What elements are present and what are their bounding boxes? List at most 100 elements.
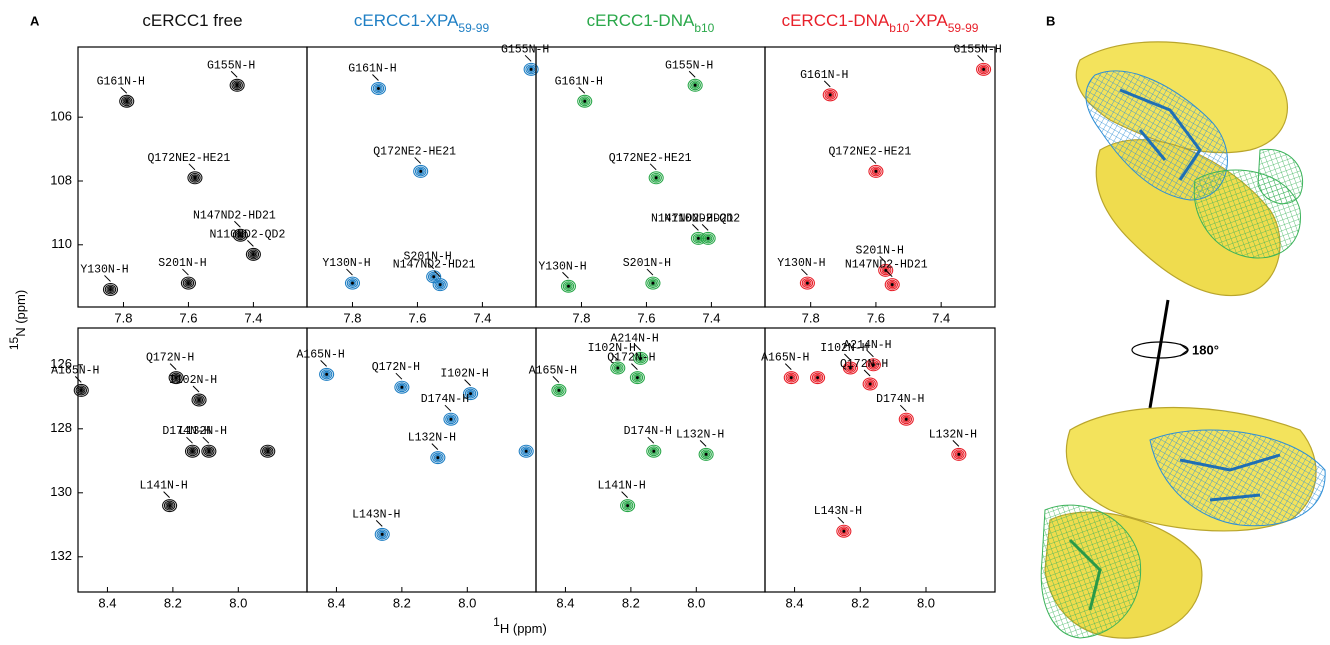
peak	[345, 277, 359, 289]
peak	[646, 277, 660, 289]
x-tick-label: 7.6	[408, 310, 426, 325]
peak-center	[842, 530, 845, 533]
x-tick-label: 7.4	[473, 310, 491, 325]
peak-center	[193, 176, 196, 179]
peak-center	[567, 285, 570, 288]
peak	[952, 448, 966, 460]
peak-center	[525, 450, 528, 453]
panel-frame	[307, 328, 536, 592]
peak-center	[869, 383, 872, 386]
peak	[246, 248, 260, 260]
x-tick-label: 8.0	[458, 595, 476, 610]
peak	[431, 452, 445, 464]
peak	[371, 83, 385, 95]
peak-center	[655, 176, 658, 179]
peak-center	[439, 283, 442, 286]
peak-label: A165N-H	[761, 352, 809, 365]
peak-label: Q172NE2-HE21	[829, 145, 912, 158]
y-axis-label: 15N (ppm)	[7, 290, 28, 350]
text-part: 59-99	[948, 21, 979, 35]
x-tick-label: 8.2	[393, 595, 411, 610]
peak-center	[636, 376, 639, 379]
peak-label: Q172N-H	[840, 358, 888, 371]
peak-label: G161N-H	[555, 75, 603, 88]
peak-center	[705, 453, 708, 456]
x-tick-label: 7.4	[702, 310, 720, 325]
peak-center	[449, 418, 452, 421]
peak-label: D174N-H	[876, 393, 924, 406]
peak-center	[829, 93, 832, 96]
y-tick-label: 106	[50, 109, 72, 124]
peak-center	[168, 504, 171, 507]
peak	[649, 172, 663, 184]
structure-bottom	[1041, 408, 1325, 639]
peak-center	[957, 453, 960, 456]
peak	[552, 384, 566, 396]
panel-label: A	[30, 13, 40, 28]
peak	[188, 172, 202, 184]
peak-center	[697, 237, 700, 240]
peak-label: N147ND2-HD21	[845, 259, 928, 272]
peak	[977, 63, 991, 75]
x-tick-label: 7.8	[114, 310, 132, 325]
peak	[869, 165, 883, 177]
peak-center	[109, 288, 112, 291]
peak-center	[436, 456, 439, 459]
peak-label: Y130N-H	[322, 257, 370, 270]
peak	[800, 277, 814, 289]
column-title: cERCC1-DNAb10	[587, 11, 715, 35]
text-part: cERCC1-DNA	[782, 11, 890, 30]
peak-center	[236, 84, 239, 87]
peak	[578, 95, 592, 107]
peak	[823, 89, 837, 101]
x-tick-label: 8.4	[786, 595, 804, 610]
figure: A B 15N (ppm) 1H (ppm) 180° cERCC1 free7…	[0, 0, 1330, 645]
x-tick-label: 8.2	[851, 595, 869, 610]
x-tick-label: 8.4	[98, 595, 116, 610]
peak	[811, 372, 825, 384]
peak-label: Q172NE2-HE21	[609, 152, 692, 165]
peak-label: S201N-H	[623, 257, 671, 270]
x-tick-label: 8.4	[556, 595, 574, 610]
x-tick-label: 7.6	[179, 310, 197, 325]
peak-label: G155N-H	[665, 59, 713, 72]
peak	[74, 384, 88, 396]
peak	[192, 394, 206, 406]
peak-center	[530, 68, 533, 71]
peak-center	[616, 367, 619, 370]
peak	[561, 280, 575, 292]
peak	[519, 445, 533, 457]
peak	[885, 279, 899, 291]
x-tick-label: 8.2	[164, 595, 182, 610]
peak-label: N147ND2-HD21	[393, 259, 476, 272]
peak	[899, 413, 913, 425]
peak-label: L132N-H	[929, 428, 977, 441]
column-title: cERCC1 free	[142, 11, 242, 30]
x-tick-label: 8.0	[229, 595, 247, 610]
peak-label: Q172N-H	[372, 361, 420, 374]
peak	[230, 79, 244, 91]
x-tick-label: 7.6	[637, 310, 655, 325]
peak-center	[469, 392, 472, 395]
peak-center	[651, 282, 654, 285]
peak-label: L132N-H	[408, 432, 456, 445]
peak-label: Q172NE2-HE21	[148, 152, 231, 165]
peak-center	[891, 283, 894, 286]
peak-label: G155N-H	[501, 43, 549, 56]
peak-label: L143N-H	[352, 508, 400, 521]
peak	[863, 378, 877, 390]
peak-label: Y130N-H	[80, 263, 128, 276]
peak-center	[557, 389, 560, 392]
peak	[202, 445, 216, 457]
peak-center	[874, 170, 877, 173]
peak	[784, 372, 798, 384]
peak	[621, 500, 635, 512]
peak-label: A214N-H	[611, 332, 659, 345]
peak-label: N110ND2-QD2	[664, 212, 740, 225]
peak-center	[351, 282, 354, 285]
structure-top	[1076, 42, 1302, 296]
peak-label: G155N-H	[953, 43, 1001, 56]
peak-label: Q172N-H	[607, 352, 655, 365]
text-part: cERCC1 free	[142, 11, 242, 30]
x-tick-label: 7.6	[867, 310, 885, 325]
